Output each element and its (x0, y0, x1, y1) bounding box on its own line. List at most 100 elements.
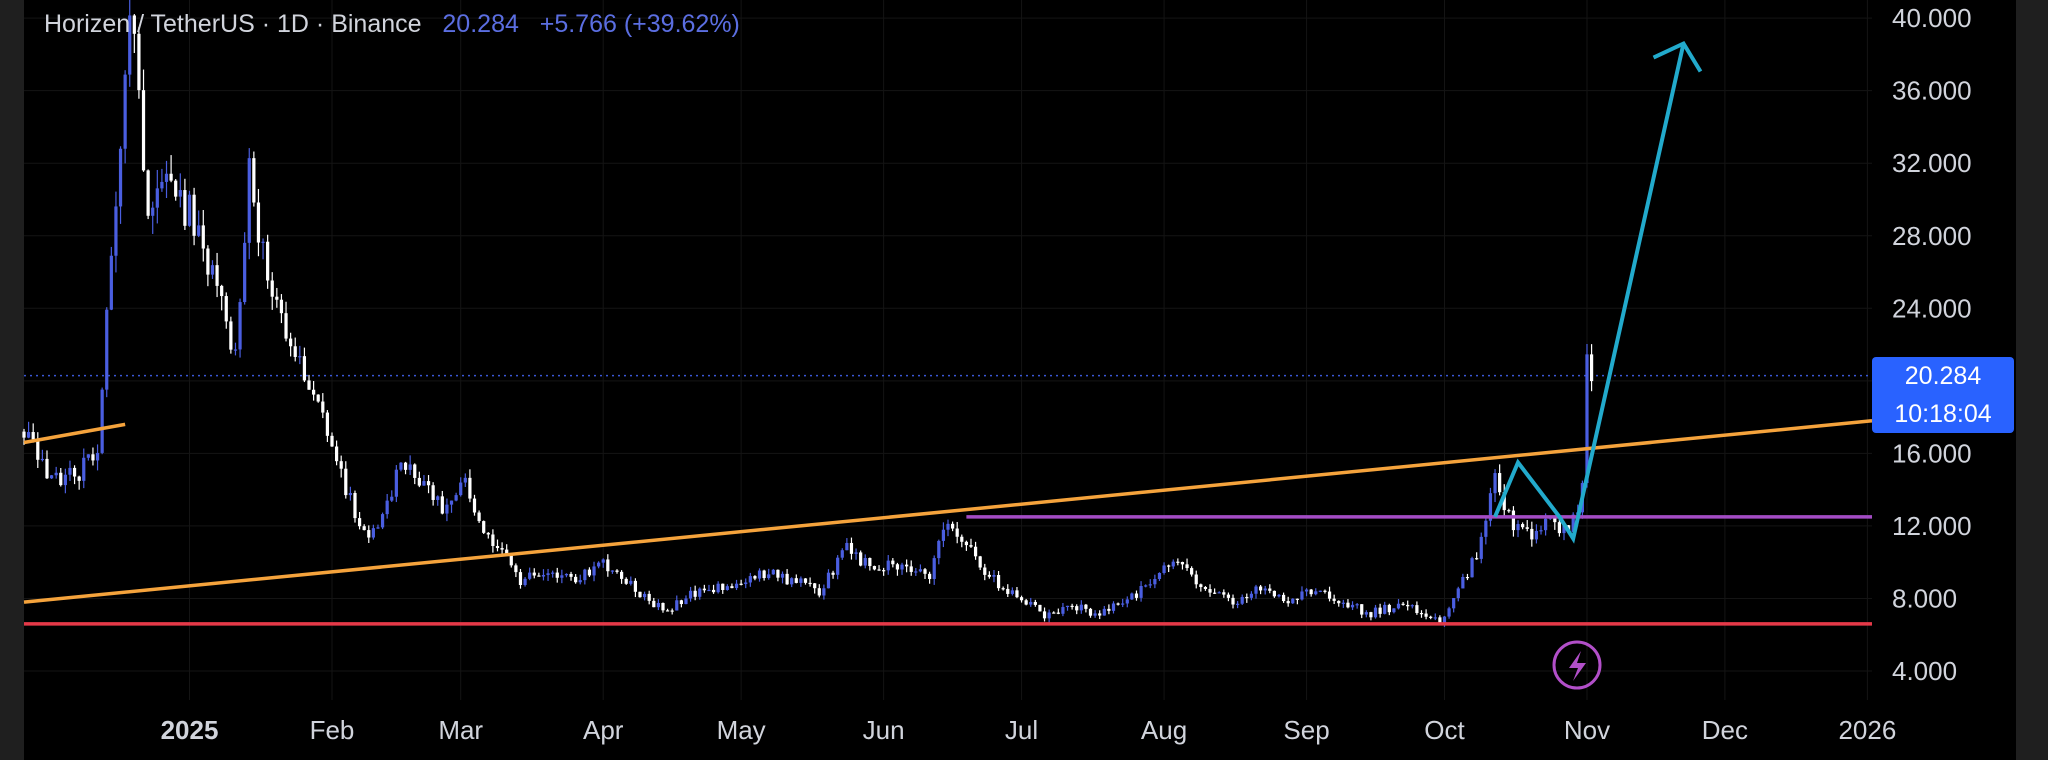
candle-body (91, 454, 95, 461)
candle-body (22, 431, 26, 438)
orange-trendline[interactable] (23, 418, 1873, 604)
candle-body (1456, 588, 1460, 599)
drawings[interactable] (23, 40, 1873, 626)
candle-body (905, 564, 909, 567)
candle-body (1134, 593, 1139, 598)
candle-body (243, 242, 247, 303)
candle-body (734, 583, 739, 589)
candle-body (408, 464, 412, 470)
candle-body (348, 492, 352, 496)
time-tick-label: Aug (1141, 715, 1187, 745)
candle-body (1213, 592, 1217, 594)
candle-body (266, 241, 270, 281)
candle-body (220, 285, 224, 297)
time-tick-label: Dec (1702, 715, 1748, 745)
candle-body (610, 570, 615, 572)
candle-body (1075, 606, 1079, 611)
candle-body (270, 280, 274, 297)
time-axis[interactable]: 2025 Feb Mar Apr May Jun Jul Aug Sep Oct Nov Dec 202… (161, 715, 1897, 745)
candle-body (1314, 591, 1318, 595)
candle-body (684, 598, 688, 605)
candle-body (688, 590, 693, 599)
candle-body (551, 572, 555, 574)
candle-body (1295, 598, 1299, 600)
candle-body (941, 529, 946, 541)
candle-body (1553, 515, 1557, 523)
candle-body (77, 476, 81, 481)
candle-body (399, 462, 403, 470)
candle-body (826, 572, 831, 589)
candle-body (1493, 473, 1497, 494)
candle-body (325, 412, 330, 436)
candle-body (463, 477, 467, 483)
candle-body (261, 241, 265, 243)
projection-arrow-head[interactable] (1652, 40, 1703, 73)
candle-body (670, 610, 674, 612)
candle-body (454, 495, 458, 501)
candle-body (1406, 604, 1410, 607)
candle-body (1185, 564, 1189, 569)
candle-body (509, 555, 513, 566)
badge-countdown: 10:18:04 (1894, 400, 1992, 428)
candle-body (1052, 612, 1056, 614)
candle-body (1281, 594, 1286, 602)
candle-body (753, 576, 757, 579)
price-tick-label: 16.000 (1892, 438, 1972, 468)
candle-body (339, 461, 343, 469)
candle-body (1392, 608, 1396, 613)
candle-body (1144, 585, 1148, 587)
candle-body (1521, 524, 1525, 528)
candle-body (1125, 599, 1129, 604)
candle-body (1309, 589, 1313, 595)
candle-body (178, 190, 182, 197)
time-tick-label: Jul (1005, 715, 1038, 745)
interval[interactable]: 1D (276, 10, 309, 38)
candle-body (1111, 603, 1116, 611)
candle-body (132, 15, 136, 34)
candle-body (1350, 604, 1355, 608)
price-axis[interactable]: 4.000 8.000 12.000 16.000 24.000 28.000 32.000… (1892, 3, 1972, 686)
candle-body (1033, 601, 1037, 605)
candle-body (1226, 594, 1231, 598)
candle-body (128, 15, 132, 75)
candle-body (1300, 591, 1304, 600)
candle-body (914, 571, 918, 573)
candle-body (555, 572, 559, 578)
chart-area[interactable] (24, 0, 2016, 760)
candle-body (1153, 578, 1157, 585)
candle-body (707, 589, 711, 592)
symbol-name[interactable]: Horizen / TetherUS (44, 10, 255, 38)
candle-body (1475, 558, 1479, 560)
candle-body (1157, 572, 1162, 579)
candle-body (197, 225, 201, 236)
candle-body (813, 583, 817, 589)
badge-price: 20.284 (1904, 362, 1982, 390)
lightning-icon[interactable] (1552, 640, 1602, 690)
orange-short-trendline[interactable] (23, 422, 126, 445)
candle-body (174, 180, 178, 197)
candle-body (436, 496, 440, 500)
candle-body (472, 498, 477, 513)
candle-body (1318, 590, 1322, 592)
candle-body (1507, 510, 1511, 512)
candle-body (1001, 588, 1005, 590)
candle-body (312, 389, 316, 395)
candle-body (1355, 604, 1359, 606)
candle-body (1231, 597, 1235, 605)
candle-body (1268, 588, 1272, 591)
candle-body (518, 572, 523, 585)
candle-body (656, 602, 660, 608)
chart-legend[interactable]: Horizen / TetherUS · 1D · Binance 20.284… (44, 10, 740, 39)
candle-body (1360, 604, 1364, 615)
candle-body (822, 588, 826, 596)
candle-body (1401, 603, 1405, 605)
cyan-projection-path[interactable] (1493, 43, 1686, 544)
candle-body (1286, 601, 1290, 604)
candle-body (863, 558, 867, 566)
candle-body (105, 309, 109, 390)
candle-body (330, 435, 334, 447)
candle-body (1029, 601, 1033, 605)
candle-body (1470, 558, 1474, 578)
candle-body (996, 575, 1001, 589)
